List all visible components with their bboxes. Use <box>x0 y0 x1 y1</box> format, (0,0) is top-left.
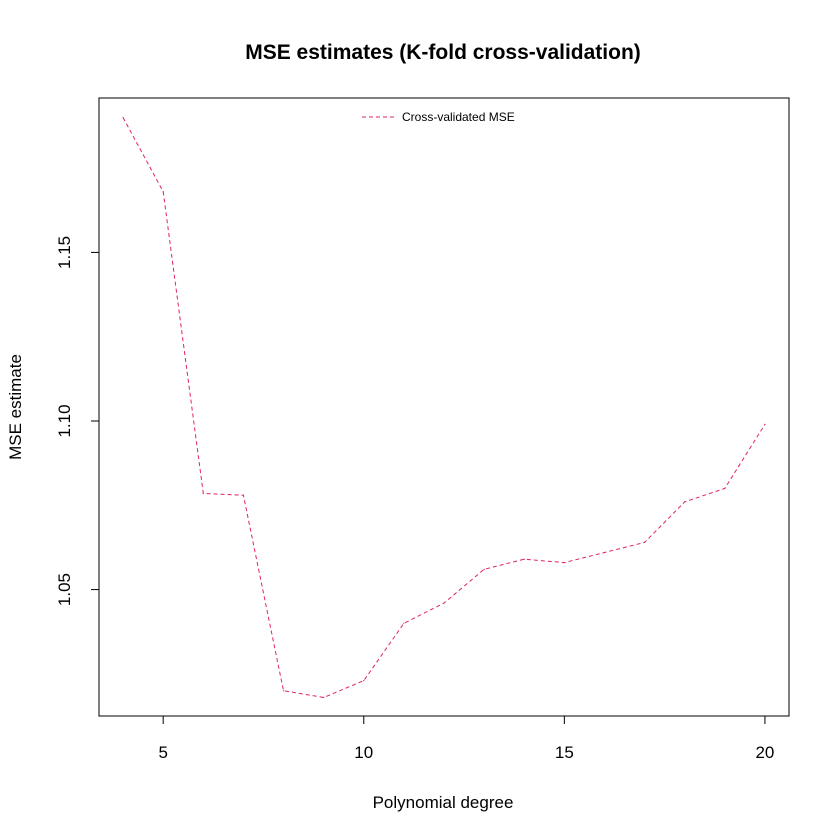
y-axis-label: MSE estimate <box>6 354 25 460</box>
x-axis-label: Polynomial degree <box>373 793 514 812</box>
y-tick-label: 1.05 <box>55 573 74 606</box>
legend: Cross-validated MSE <box>362 110 515 124</box>
y-axis: 1.05 1.10 1.15 <box>55 236 100 606</box>
data-point <box>724 487 726 490</box>
data-point <box>403 622 405 624</box>
x-tick-label: 5 <box>158 743 167 762</box>
series-line <box>122 117 766 699</box>
chart-title: MSE estimates (K-fold cross-validation) <box>245 41 641 64</box>
data-point <box>443 602 445 604</box>
y-tick-label: 1.10 <box>55 404 74 437</box>
data-point <box>764 423 766 425</box>
data-point <box>162 191 164 193</box>
data-point <box>242 494 245 496</box>
x-axis: 5 10 15 20 <box>158 715 774 762</box>
data-point <box>563 561 565 564</box>
data-point <box>523 558 525 560</box>
y-tick-label: 1.15 <box>55 236 74 269</box>
x-tick-label: 20 <box>755 743 774 762</box>
data-point <box>483 568 485 570</box>
data-point <box>282 690 285 692</box>
data-point <box>363 679 365 682</box>
data-point <box>323 696 325 699</box>
data-point <box>684 501 686 503</box>
data-point <box>643 541 646 543</box>
data-point <box>122 116 124 119</box>
x-tick-label: 15 <box>555 743 574 762</box>
legend-label: Cross-validated MSE <box>402 110 515 124</box>
series-layer <box>122 116 766 699</box>
data-point <box>202 492 204 495</box>
x-tick-label: 10 <box>354 743 373 762</box>
plot-frame <box>98 97 790 717</box>
data-point <box>603 551 606 554</box>
